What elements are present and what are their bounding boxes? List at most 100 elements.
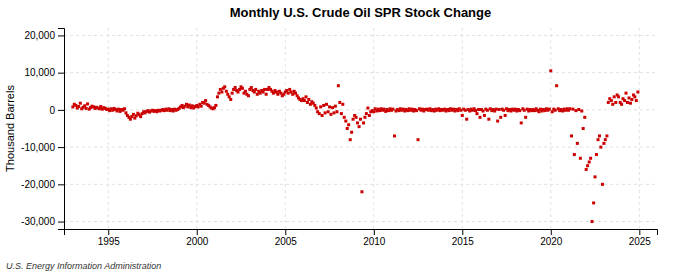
- grid-line-y: [64, 72, 657, 73]
- point: [520, 121, 523, 124]
- point: [617, 95, 620, 98]
- title: Monthly U.S. Crude Oil SPR Stock Change: [230, 5, 491, 20]
- point: [340, 112, 343, 115]
- y-axis-tick-mark: [58, 147, 64, 148]
- point: [329, 113, 332, 116]
- y-axis-tick-mark: [58, 222, 64, 223]
- grid-line-x: [285, 28, 286, 229]
- point: [250, 86, 253, 89]
- y-axis: -30,000-20,000-10,000010,00020,000: [21, 29, 64, 230]
- x-axis-tick-mark: [639, 229, 640, 235]
- point: [197, 105, 200, 108]
- point: [464, 109, 467, 112]
- grid-line-x: [550, 28, 551, 229]
- y-axis-tick-label: -20,000: [21, 179, 55, 190]
- point: [636, 91, 639, 94]
- point: [324, 111, 327, 114]
- point: [602, 142, 605, 145]
- point: [349, 138, 352, 141]
- point: [223, 85, 226, 88]
- point: [352, 118, 355, 121]
- point: [614, 101, 617, 104]
- point: [254, 88, 257, 91]
- x-axis-tick: 2010: [363, 229, 386, 247]
- point: [337, 84, 340, 87]
- point: [607, 101, 610, 104]
- point: [478, 116, 481, 119]
- grid-line-x: [196, 28, 197, 229]
- point: [359, 118, 362, 121]
- grid-line-y: [64, 35, 657, 36]
- point: [325, 103, 328, 106]
- x-axis-tick-mark: [462, 229, 463, 235]
- point: [365, 112, 368, 115]
- x-axis-tick: 2025: [629, 229, 652, 247]
- point: [216, 95, 219, 98]
- point: [635, 99, 638, 102]
- x-axis-tick-label: 2015: [452, 236, 475, 247]
- point: [548, 108, 551, 111]
- grid-line-x: [373, 28, 374, 229]
- point: [605, 134, 608, 137]
- point: [498, 108, 501, 111]
- point: [620, 103, 623, 106]
- point: [554, 109, 557, 112]
- x-axis: 1995200020052010201520202025: [65, 229, 658, 247]
- point: [601, 183, 604, 186]
- point: [303, 99, 306, 102]
- x-axis-tick-label: 2010: [363, 236, 386, 247]
- point: [229, 98, 232, 101]
- point: [613, 95, 616, 98]
- point: [315, 107, 318, 110]
- point: [571, 108, 574, 111]
- x-axis-tick-mark: [197, 229, 198, 235]
- point: [577, 108, 580, 111]
- point: [555, 84, 558, 87]
- point: [391, 108, 394, 111]
- y-axis-tick-mark: [58, 110, 64, 111]
- point: [477, 108, 480, 111]
- grid-line-y: [64, 147, 657, 148]
- point: [294, 92, 297, 95]
- point: [588, 161, 591, 164]
- point: [203, 102, 206, 105]
- point: [99, 105, 102, 108]
- y-axis-tick: 20,000: [24, 30, 64, 41]
- grid-line-x: [639, 28, 640, 229]
- point: [85, 107, 88, 110]
- x-axis-tick: 1995: [98, 229, 121, 247]
- point: [341, 103, 344, 106]
- point: [629, 102, 632, 105]
- point: [393, 134, 396, 137]
- x-axis-tick-label: 1995: [98, 236, 121, 247]
- point: [253, 91, 256, 94]
- point: [358, 125, 361, 128]
- point: [474, 109, 477, 112]
- point: [244, 90, 247, 93]
- y-axis-tick: 10,000: [24, 67, 64, 78]
- x-axis-tick-label: 2020: [540, 236, 563, 247]
- point: [262, 91, 265, 94]
- point: [465, 118, 468, 121]
- point: [259, 92, 262, 95]
- point: [346, 127, 349, 130]
- point: [496, 120, 499, 123]
- point: [350, 131, 353, 134]
- point: [495, 108, 498, 111]
- point: [483, 114, 486, 117]
- point: [338, 101, 341, 104]
- x-axis-tick-mark: [551, 229, 552, 235]
- point: [135, 114, 138, 117]
- point: [549, 69, 552, 72]
- point: [238, 88, 241, 91]
- point: [576, 142, 579, 145]
- point: [568, 107, 571, 110]
- point: [583, 116, 586, 119]
- point: [499, 116, 502, 119]
- point: [502, 109, 505, 112]
- point: [77, 105, 80, 108]
- x-axis-tick-mark: [374, 229, 375, 235]
- point: [461, 114, 464, 117]
- point: [306, 101, 309, 104]
- point: [313, 104, 316, 107]
